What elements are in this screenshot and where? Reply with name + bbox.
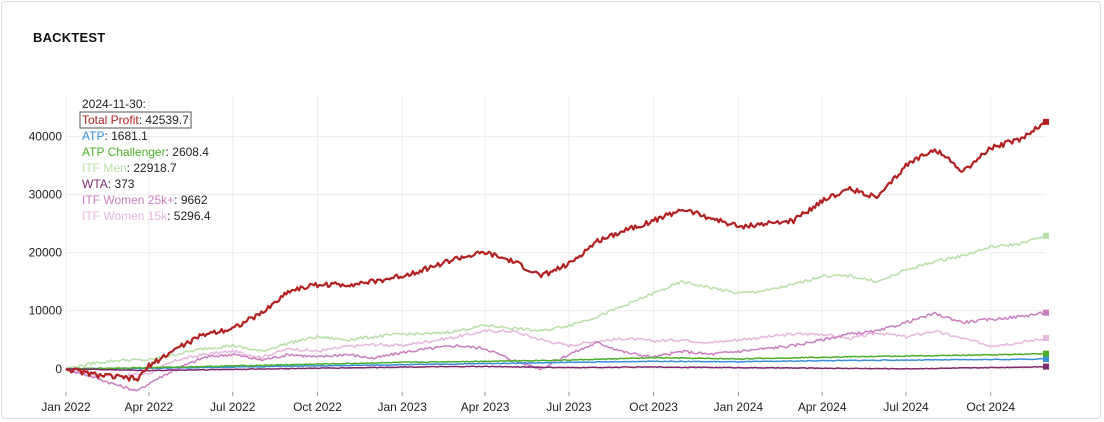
legend-item-atp: ATP: 1681.1 [82,129,148,143]
x-tick-label: Jul 2024 [883,400,929,414]
series-end-marker [1043,309,1049,316]
legend-highlight-box [79,111,192,129]
y-tick-label: 40000 [29,130,63,144]
series-line-itf-women-15k[interactable] [65,329,1047,378]
axes: 0 10000 20000 30000 40000 Jan 2022 Apr 2022 Jul… [29,130,1016,414]
series-end-marker [1043,363,1049,370]
y-tick-label: 30000 [29,188,63,202]
x-tick-label: Jan 2023 [377,400,427,414]
x-tick-label: Oct 2022 [293,400,342,414]
series-line-atp-challenger[interactable] [65,352,1047,370]
x-tick-label: Apr 2022 [125,400,174,414]
legend-item-atp-challenger: ATP Challenger: 2608.4 [82,145,209,159]
x-tick-label: Oct 2023 [629,400,678,414]
x-tick-label: Oct 2024 [966,400,1015,414]
legend-date: 2024-11-30: [82,97,146,111]
x-tick-label: Jul 2023 [546,400,592,414]
legend-item-itf-women-25k-: ITF Women 25k+: 9662 [82,193,208,207]
series-end-marker [1043,232,1049,239]
grid [65,96,1046,392]
legend-item-wta: WTA: 373 [82,177,135,191]
y-tick-label: 0 [55,362,62,376]
y-tick-label: 10000 [29,304,63,318]
series-line-wta[interactable] [65,365,1047,372]
card-title: BACKTEST [33,30,106,45]
x-tick-label: Jan 2024 [714,400,764,414]
series-end-marker [1043,118,1049,125]
y-tick-label: 20000 [29,246,63,260]
series-end-marker [1043,335,1049,342]
series-end-marker [1043,350,1049,357]
series-line-itf-men[interactable] [66,235,1047,370]
x-tick-label: Apr 2024 [798,400,847,414]
series-line-total-profit[interactable] [65,120,1046,382]
series-line-atp[interactable] [65,357,1047,370]
x-tick-label: Jul 2022 [210,400,256,414]
x-tick-label: Apr 2023 [461,400,510,414]
x-tick-label: Jan 2022 [41,400,91,414]
legend-item-total-profit: Total Profit: 42539.7 [82,113,189,127]
legend-item-itf-men: ITF Men: 22918.7 [82,161,177,175]
legend: 2024-11-30: Total Profit: 42539.7 ATP: 168… [79,97,211,223]
legend-item-itf-women-15k: ITF Women 15k: 5296.4 [82,209,211,223]
series-line-itf-women-25k-[interactable] [65,311,1047,392]
series-lines [65,118,1049,392]
series-end-marker [1043,356,1049,363]
